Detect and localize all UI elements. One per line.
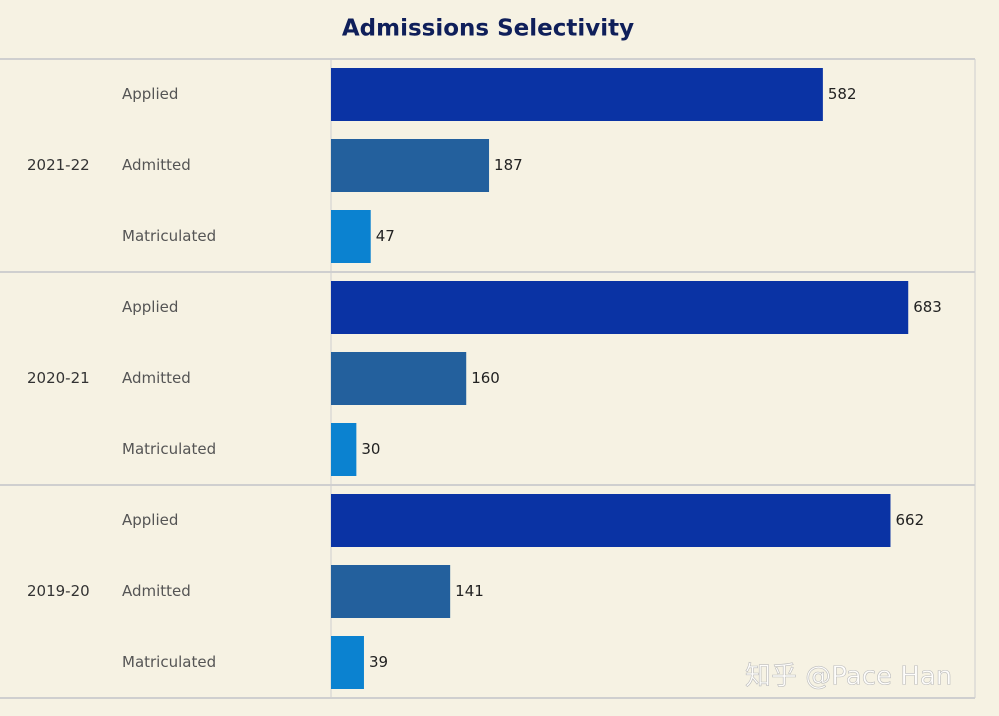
value-label: 187 xyxy=(494,156,523,174)
bar xyxy=(331,68,823,121)
value-label: 160 xyxy=(471,369,500,387)
value-label: 47 xyxy=(376,227,395,245)
group-label: 2021-22 xyxy=(27,156,90,174)
value-label: 30 xyxy=(361,440,380,458)
category-label: Matriculated xyxy=(122,227,216,245)
chart-title: Admissions Selectivity xyxy=(342,16,634,42)
value-label: 141 xyxy=(455,582,484,600)
bar xyxy=(331,139,490,192)
bar xyxy=(331,494,891,547)
value-label: 39 xyxy=(369,653,388,671)
bar xyxy=(331,352,467,405)
bar xyxy=(331,210,371,263)
watermark: 知乎 @Pace Han xyxy=(745,662,952,692)
group-label: 2020-21 xyxy=(27,369,90,387)
category-label: Applied xyxy=(122,298,178,316)
category-label: Applied xyxy=(122,511,178,529)
category-label: Admitted xyxy=(122,156,191,174)
group-label: 2019-20 xyxy=(27,582,90,600)
category-label: Admitted xyxy=(122,369,191,387)
value-label: 582 xyxy=(828,85,857,103)
category-label: Admitted xyxy=(122,582,191,600)
bar xyxy=(331,281,909,334)
category-label: Matriculated xyxy=(122,440,216,458)
value-label: 662 xyxy=(895,511,924,529)
category-label: Applied xyxy=(122,85,178,103)
value-label: 683 xyxy=(913,298,942,316)
category-label: Matriculated xyxy=(122,653,216,671)
bar xyxy=(331,636,364,689)
bar xyxy=(331,565,451,618)
bar xyxy=(331,423,357,476)
